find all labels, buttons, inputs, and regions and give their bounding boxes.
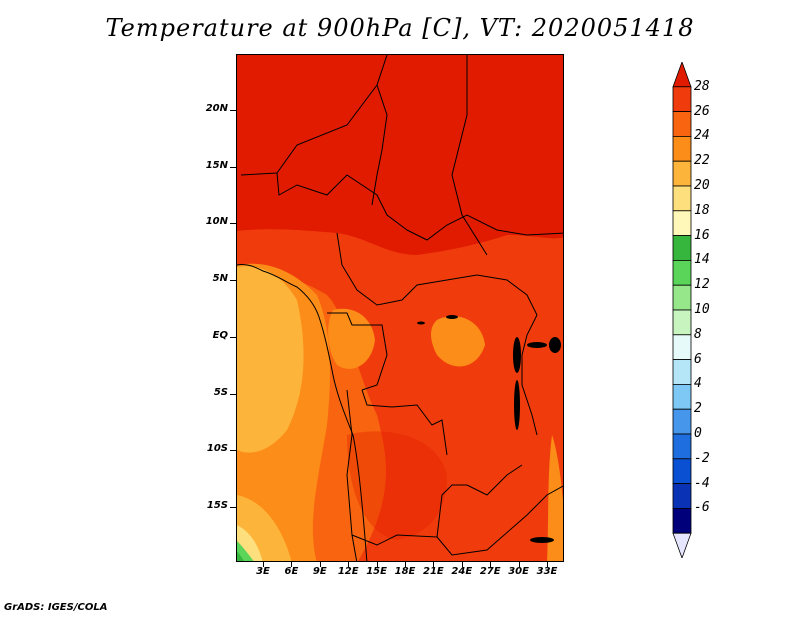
lat-tick-mark <box>230 110 236 111</box>
lat-label: 5S <box>213 386 228 398</box>
temperature-map <box>236 54 564 562</box>
colorbar-label: 10 <box>694 302 710 317</box>
colorbar-label: 24 <box>694 128 710 144</box>
lon-tick-mark <box>263 562 264 567</box>
lat-label: 10N <box>205 216 228 228</box>
lat-label: 15S <box>206 500 228 511</box>
lon-tick-mark <box>348 562 350 567</box>
lat-label: 20N <box>205 103 228 114</box>
lon-tick-mark <box>405 562 406 567</box>
colorbar-label: 6 <box>694 351 702 367</box>
colorbar-label: -2 <box>694 450 710 466</box>
lon-label: 18E <box>394 566 416 577</box>
lon-label: 24E <box>451 566 473 577</box>
lat-tick-mark <box>230 450 236 452</box>
colorbar-label: 16 <box>694 227 710 243</box>
lon-tick-mark <box>376 562 378 567</box>
colorbar-label: 28 <box>694 78 710 94</box>
colorbar-label: 4 <box>694 376 702 392</box>
map-title: Temperature at 900hPa [C], VT: 202005141… <box>105 14 695 42</box>
colorbar-segment <box>672 383 692 410</box>
colorbar-segment <box>672 433 692 460</box>
lat-label: 5N <box>212 273 228 285</box>
lon-tick-mark <box>461 562 463 567</box>
colorbar-label: -4 <box>694 475 710 491</box>
colorbar-label: 14 <box>694 252 710 268</box>
colorbar-segment <box>672 259 692 286</box>
colorbar-segment <box>672 111 692 137</box>
colorbar <box>672 62 692 558</box>
colorbar-segment <box>672 62 692 88</box>
lat-tick-mark <box>230 166 236 168</box>
colorbar-segment <box>672 309 692 336</box>
colorbar-segment <box>672 160 692 187</box>
lat-tick-mark <box>230 336 236 338</box>
lon-tick-mark <box>433 562 435 567</box>
colorbar-segment <box>672 458 692 484</box>
lat-tick-mark <box>230 280 236 282</box>
colorbar-label: 22 <box>694 153 710 169</box>
lon-label: 27E <box>479 566 501 577</box>
lon-label: 15E <box>366 566 387 577</box>
colorbar-segment <box>672 284 692 311</box>
colorbar-label: 26 <box>694 103 710 119</box>
lat-label: EQ <box>212 329 228 341</box>
lat-tick-mark <box>230 507 236 508</box>
colorbar-segment <box>672 408 692 435</box>
lon-tick-mark <box>518 562 520 567</box>
footer-credit: GrADS: IGES/COLA <box>4 602 108 613</box>
lon-label: 33E <box>536 566 558 577</box>
colorbar-label: 20 <box>694 178 710 193</box>
colorbar-segment <box>672 483 692 509</box>
colorbar-segment <box>672 359 692 385</box>
colorbar-segment <box>672 136 692 162</box>
lat-tick-mark <box>230 393 236 395</box>
colorbar-segment <box>672 210 692 237</box>
colorbar-label: 18 <box>694 202 710 218</box>
colorbar-segment <box>672 507 692 534</box>
lon-tick-mark <box>547 562 548 567</box>
colorbar-label: 12 <box>694 277 710 293</box>
lon-label: 3E <box>256 566 270 577</box>
lat-label: 15N <box>205 159 228 171</box>
lon-tick-mark <box>319 562 321 567</box>
colorbar-label: 8 <box>694 326 702 342</box>
colorbar-segment <box>672 532 692 558</box>
colorbar-label: -6 <box>694 500 710 516</box>
colorbar-label: 0 <box>694 426 702 441</box>
lon-label: 30E <box>508 566 529 577</box>
lat-tick-mark <box>230 223 236 225</box>
lon-tick-mark <box>291 562 293 567</box>
lon-label: 9E <box>312 566 327 577</box>
colorbar-segment <box>672 86 692 112</box>
colorbar-segment <box>672 334 692 360</box>
lon-tick-mark <box>490 562 492 567</box>
lat-label: 10S <box>206 443 228 455</box>
lon-label: 21E <box>423 566 444 577</box>
colorbar-segment <box>672 235 692 261</box>
lon-label: 12E <box>337 566 359 577</box>
lon-label: 6E <box>284 566 299 577</box>
colorbar-label: 2 <box>694 401 702 417</box>
colorbar-segment <box>672 185 692 212</box>
